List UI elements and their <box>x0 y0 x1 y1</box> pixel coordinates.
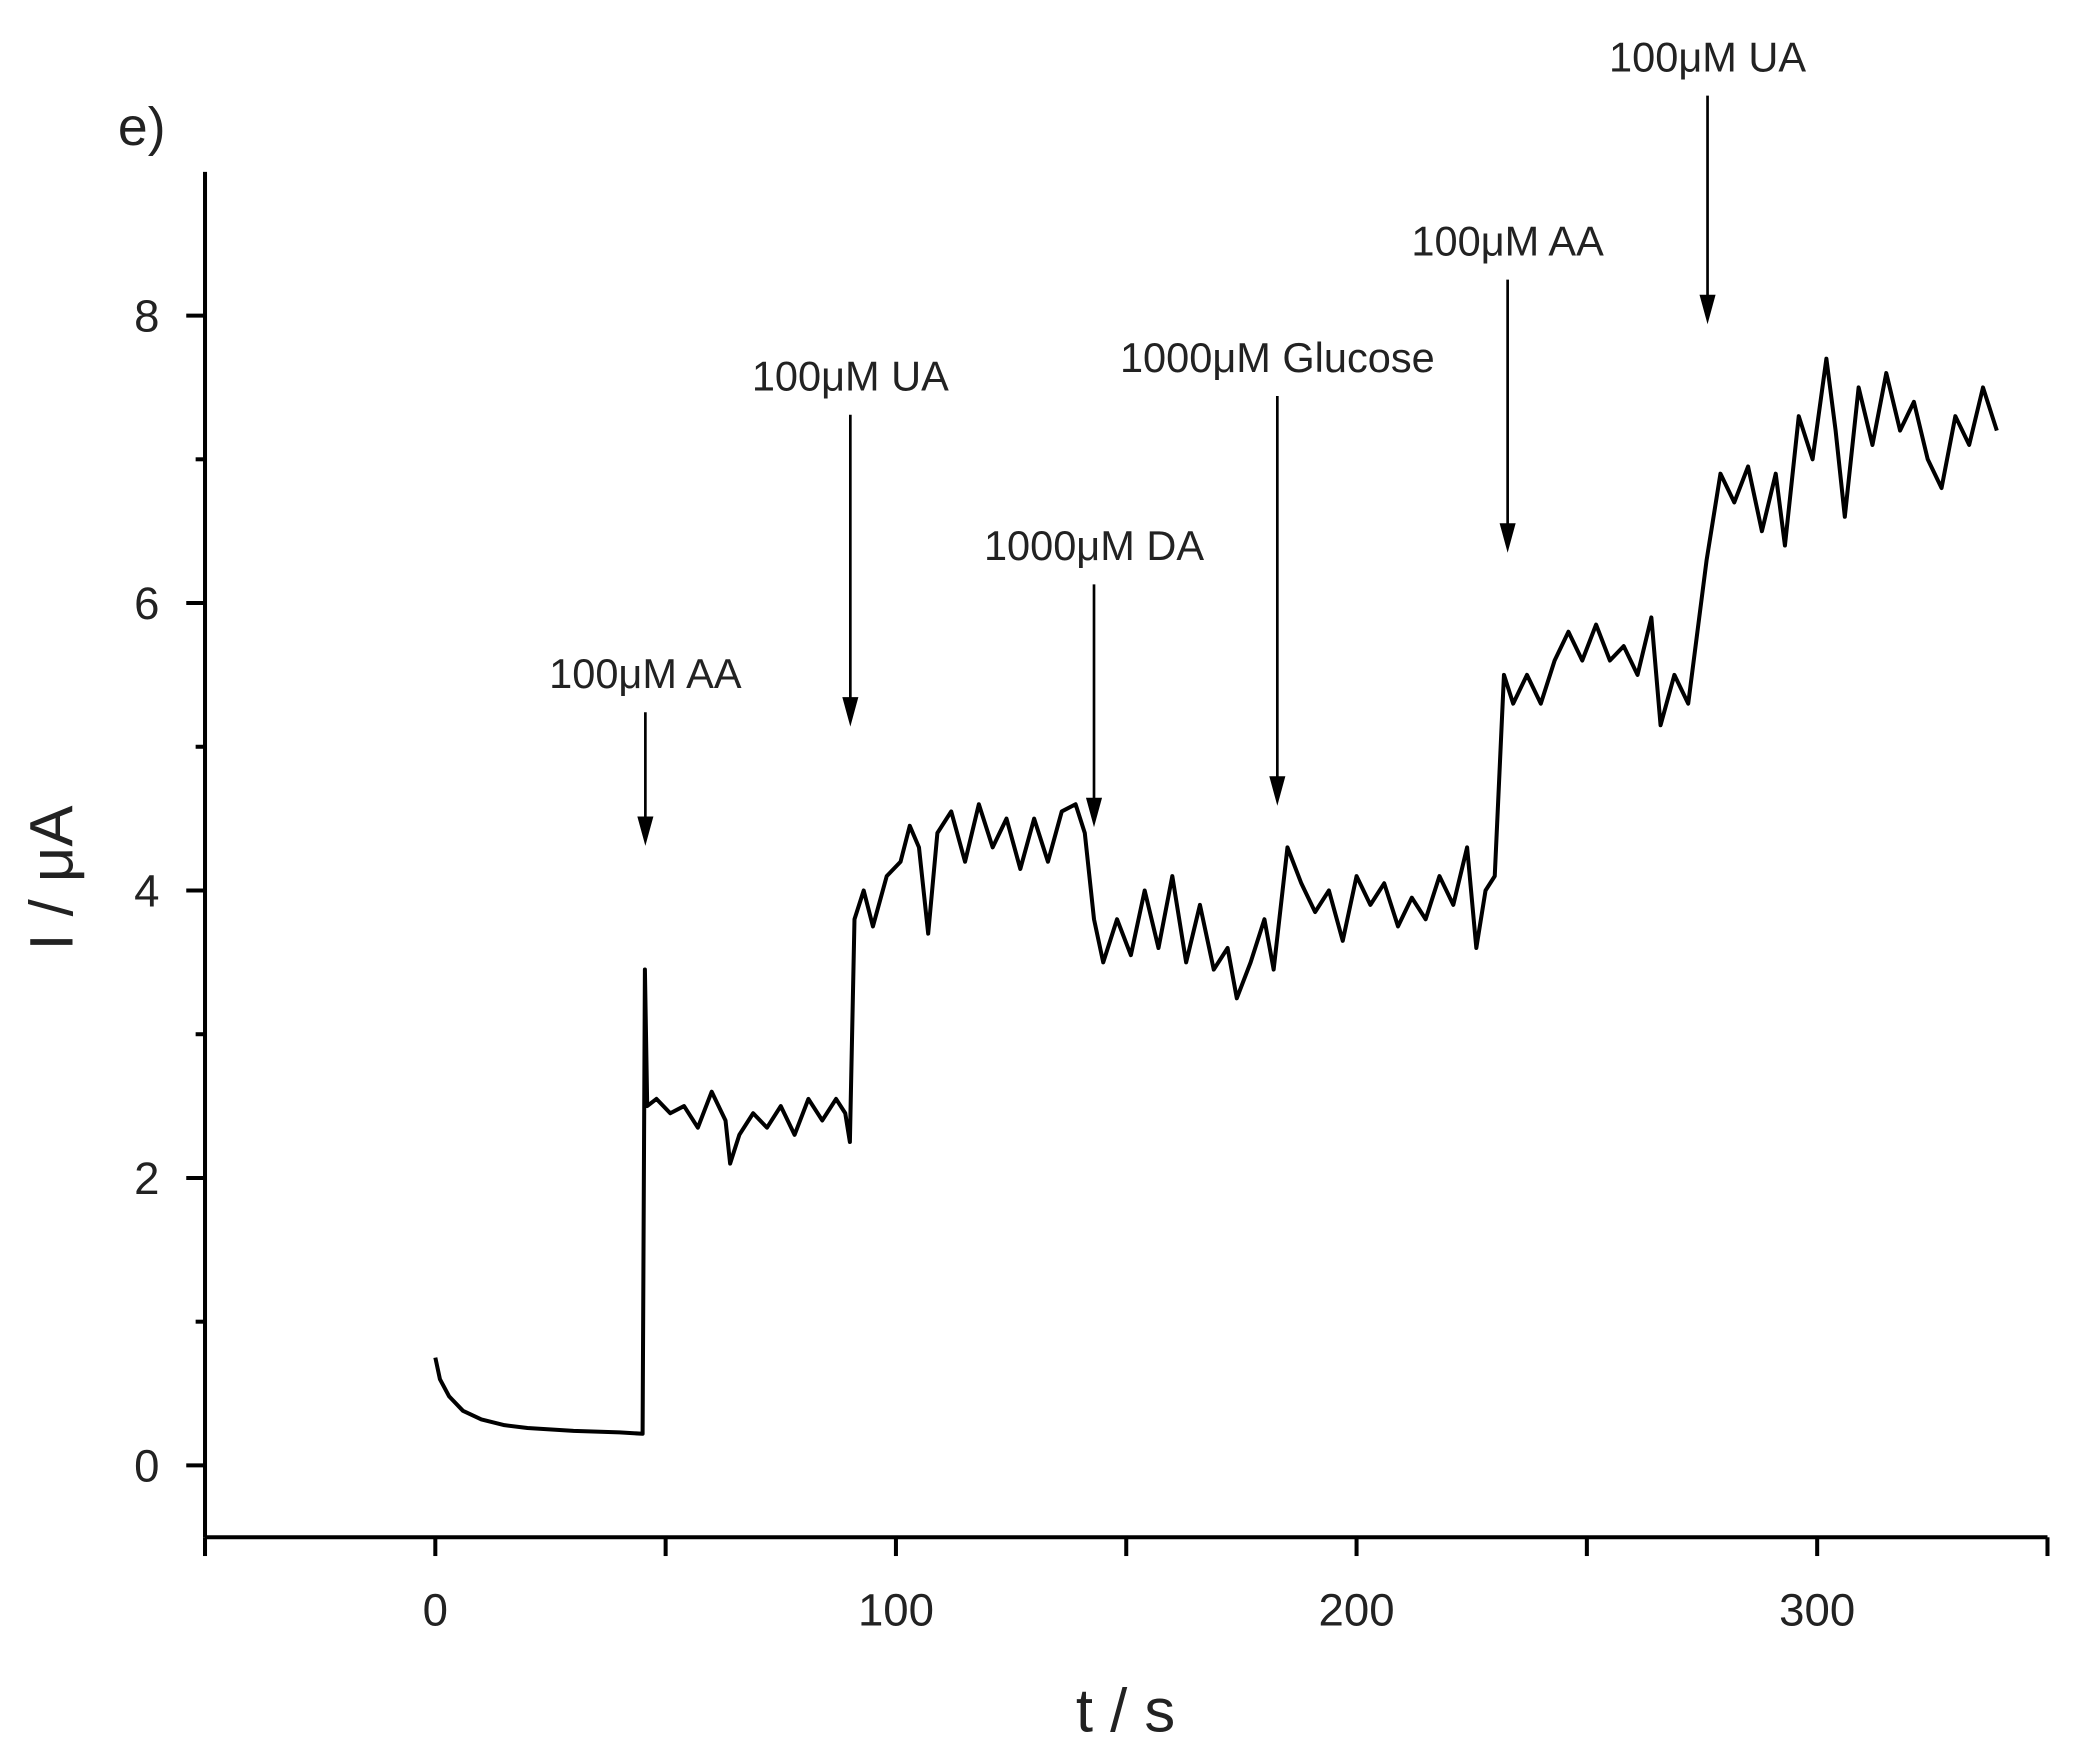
annotation-arrow-head <box>637 816 654 846</box>
annotation-text: 1000μM Glucose <box>1120 334 1435 381</box>
y-axis-label: I / μA <box>17 805 86 950</box>
annotation-text: 100μM AA <box>1411 218 1604 265</box>
y-tick-label: 0 <box>134 1440 159 1491</box>
annotation-arrow-head <box>842 697 859 727</box>
annotation-text: 100μM UA <box>1609 34 1806 81</box>
annotation-text: 100μM UA <box>752 353 949 400</box>
x-tick-label: 0 <box>423 1585 448 1636</box>
annotation-arrow-head <box>1499 523 1516 553</box>
y-tick-label: 4 <box>134 866 159 917</box>
y-tick-label: 2 <box>134 1153 159 1204</box>
y-tick-label: 8 <box>134 291 159 342</box>
y-tick-label: 6 <box>134 578 159 629</box>
annotation-text: 1000μM DA <box>984 522 1204 569</box>
annotation-text: 100μM AA <box>549 650 742 697</box>
annotation-arrow-head <box>1699 294 1716 325</box>
annotation-arrow-head <box>1085 797 1103 828</box>
x-tick-label: 100 <box>858 1585 934 1636</box>
annotation-arrow-head <box>1269 776 1286 806</box>
x-axis-label: t / s <box>1076 1677 1175 1746</box>
data-line <box>433 356 1999 1436</box>
x-tick-label: 200 <box>1319 1585 1395 1636</box>
panel-label: e) <box>118 97 166 157</box>
x-tick-label: 300 <box>1779 1585 1855 1636</box>
